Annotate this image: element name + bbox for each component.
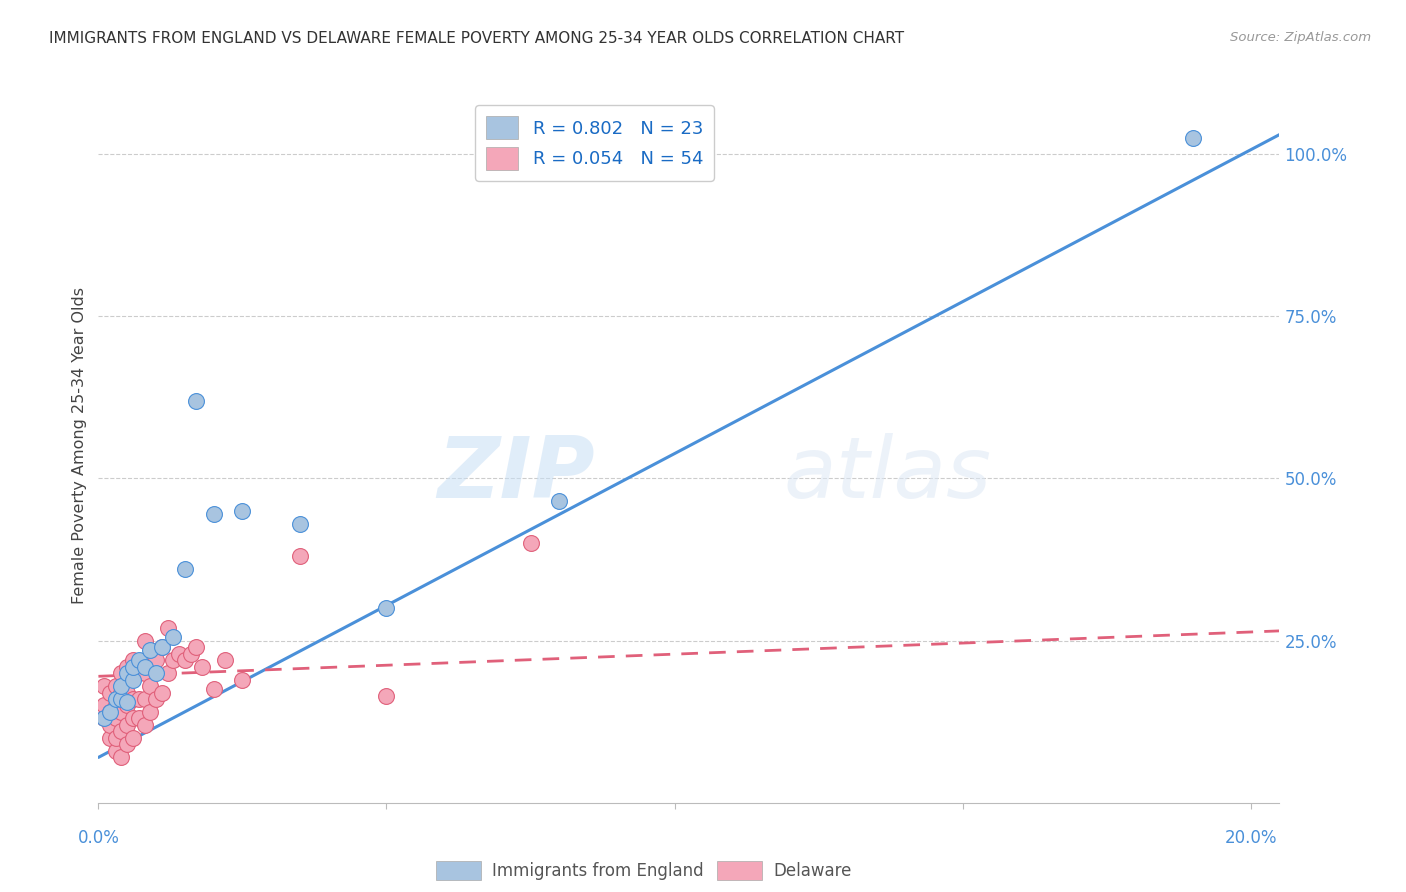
Point — [115, 695, 138, 709]
Point — [115, 698, 138, 713]
Point — [191, 659, 214, 673]
Point — [122, 731, 145, 745]
Point — [110, 724, 132, 739]
Point — [98, 685, 121, 699]
Point — [98, 705, 121, 719]
Point — [104, 698, 127, 713]
Point — [288, 516, 311, 531]
Text: Source: ZipAtlas.com: Source: ZipAtlas.com — [1230, 31, 1371, 45]
Point — [162, 653, 184, 667]
Point — [162, 631, 184, 645]
Point — [115, 718, 138, 732]
Point — [134, 692, 156, 706]
Point — [115, 738, 138, 752]
Point — [145, 653, 167, 667]
Point — [375, 601, 398, 615]
Point — [104, 744, 127, 758]
Point — [104, 679, 127, 693]
Point — [167, 647, 190, 661]
Point — [115, 685, 138, 699]
Point — [519, 536, 541, 550]
Point — [202, 507, 225, 521]
Point — [156, 666, 179, 681]
Point — [93, 711, 115, 725]
Point — [104, 731, 127, 745]
Point — [231, 504, 253, 518]
Point — [139, 679, 162, 693]
Point — [110, 685, 132, 699]
Point — [288, 549, 311, 564]
Text: 20.0%: 20.0% — [1225, 829, 1277, 847]
Point — [115, 666, 138, 681]
Point — [115, 659, 138, 673]
Point — [128, 711, 150, 725]
Point — [375, 689, 398, 703]
Point — [122, 711, 145, 725]
Point — [134, 718, 156, 732]
Text: ZIP: ZIP — [437, 433, 595, 516]
Point — [110, 692, 132, 706]
Point — [145, 692, 167, 706]
Point — [150, 640, 173, 654]
Point — [128, 666, 150, 681]
Point — [98, 731, 121, 745]
Point — [110, 750, 132, 764]
Point — [134, 659, 156, 673]
Point — [110, 666, 132, 681]
Point — [93, 711, 115, 725]
Y-axis label: Female Poverty Among 25-34 Year Olds: Female Poverty Among 25-34 Year Olds — [72, 287, 87, 605]
Point — [110, 705, 132, 719]
Point — [186, 393, 208, 408]
Point — [128, 692, 150, 706]
Point — [98, 718, 121, 732]
Point — [139, 643, 162, 657]
Point — [93, 698, 115, 713]
Point — [202, 682, 225, 697]
Point — [173, 562, 195, 576]
Point — [548, 494, 571, 508]
Point — [128, 653, 150, 667]
Point — [104, 692, 127, 706]
Point — [134, 633, 156, 648]
Point — [139, 653, 162, 667]
Point — [214, 653, 236, 667]
Point — [122, 673, 145, 687]
Point — [139, 705, 162, 719]
Text: IMMIGRANTS FROM ENGLAND VS DELAWARE FEMALE POVERTY AMONG 25-34 YEAR OLDS CORRELA: IMMIGRANTS FROM ENGLAND VS DELAWARE FEMA… — [49, 31, 904, 46]
Point — [93, 679, 115, 693]
Point — [180, 647, 202, 661]
Point — [150, 685, 173, 699]
Point — [231, 673, 253, 687]
Point — [173, 653, 195, 667]
Legend: R = 0.802   N = 23, R = 0.054   N = 54: R = 0.802 N = 23, R = 0.054 N = 54 — [475, 105, 714, 181]
Point — [145, 666, 167, 681]
Point — [1182, 131, 1205, 145]
Point — [156, 621, 179, 635]
Text: Delaware: Delaware — [773, 862, 852, 880]
Point — [98, 705, 121, 719]
Point — [104, 711, 127, 725]
Point — [150, 640, 173, 654]
Point — [134, 666, 156, 681]
Point — [122, 653, 145, 667]
Text: Immigrants from England: Immigrants from England — [492, 862, 704, 880]
Point — [186, 640, 208, 654]
Text: atlas: atlas — [783, 433, 991, 516]
Point — [110, 679, 132, 693]
Point — [122, 692, 145, 706]
Text: 0.0%: 0.0% — [77, 829, 120, 847]
Point — [122, 659, 145, 673]
